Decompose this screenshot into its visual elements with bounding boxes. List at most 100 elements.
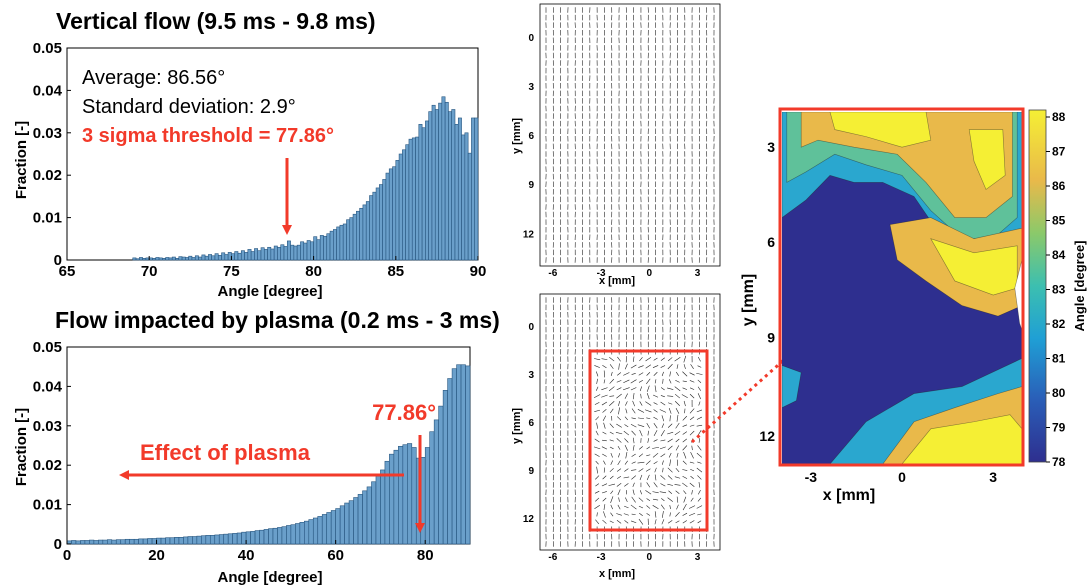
vf2-vector — [674, 484, 681, 486]
vf2-vector — [689, 461, 695, 464]
hist1-bar — [290, 244, 295, 261]
hist1-bar — [395, 160, 400, 261]
hist2-ytick-label: 0.04 — [33, 378, 63, 395]
colorbar-tick-label: 83 — [1052, 283, 1066, 297]
vf2-vector — [609, 468, 614, 473]
hist2-bar — [339, 505, 345, 545]
vf2-vector — [596, 422, 598, 429]
colorbar — [1028, 109, 1047, 463]
vf2-vector — [652, 446, 660, 449]
hist2-bar — [245, 531, 251, 545]
vf2-vector — [690, 364, 694, 369]
hist2-bar — [290, 524, 296, 545]
vf2-vector — [682, 415, 688, 421]
vf2-vector — [625, 497, 628, 502]
vf2-vector — [668, 402, 673, 405]
vf2-vector — [595, 483, 600, 487]
vf2-vector — [617, 372, 622, 376]
vf2-vector — [667, 395, 674, 397]
hist2-ylabel: Fraction [-] — [13, 408, 30, 486]
vf2-vector — [667, 363, 673, 370]
hist1-bar — [250, 251, 255, 261]
vf2-vector — [669, 512, 671, 517]
hist1-bar — [273, 245, 278, 261]
vf2-vector — [596, 466, 598, 474]
hist2-bar — [263, 529, 269, 545]
vf2-vector — [689, 482, 695, 487]
colorbar-tick-label: 84 — [1052, 248, 1066, 262]
vf2-vector — [603, 467, 606, 473]
hist1-bar — [162, 258, 166, 261]
vf2-vector — [631, 469, 637, 471]
vf2-vector — [652, 491, 659, 494]
hist1-bar — [405, 144, 410, 261]
vf2-vector — [667, 497, 673, 502]
hist1-bar — [451, 109, 456, 261]
vf2-vector — [602, 364, 607, 369]
hist1-xtick-label: 80 — [305, 263, 322, 280]
vf2-vector — [667, 438, 673, 443]
hist1-bar — [277, 246, 282, 261]
hist2-bar — [348, 500, 354, 545]
vf2-vector — [668, 452, 672, 458]
vf2-vector — [691, 445, 693, 451]
vf2-vector — [631, 475, 637, 480]
vf2-vector — [675, 468, 680, 473]
hist1-bar — [448, 111, 452, 261]
vf1-ytick-label: 6 — [528, 131, 534, 142]
hist2-bar — [174, 537, 180, 545]
hist1-bar — [260, 247, 265, 261]
vf2-vector — [659, 446, 666, 450]
vf2-vector — [682, 438, 688, 443]
vf1-ytick-label: 12 — [523, 229, 535, 240]
vf2-vector — [638, 468, 644, 472]
colorbar-tick-label: 85 — [1052, 214, 1066, 228]
vf2-xtick-label: -3 — [597, 552, 606, 563]
hist2-bar — [187, 536, 193, 545]
vf2-vector — [616, 513, 622, 516]
vf2-vector — [667, 483, 674, 486]
hist2-bar — [281, 526, 287, 545]
hist2-bar — [111, 539, 117, 545]
hist2-bar — [299, 522, 305, 545]
heatmap-ylabel: y [mm] — [740, 274, 757, 326]
vf2-vector — [683, 364, 686, 369]
vf2-vector — [690, 475, 694, 480]
contour-level — [782, 365, 802, 409]
hist1-bar — [283, 246, 288, 261]
hist1-bar — [356, 210, 360, 261]
hist2-bar — [353, 497, 359, 545]
vf2-vector — [624, 483, 629, 487]
vf2-vector — [616, 438, 622, 443]
vf2-vector — [596, 378, 598, 384]
vf2-vector — [661, 423, 665, 428]
heatmap-ytick-label: 12 — [759, 428, 775, 444]
vf2-vector — [660, 401, 666, 406]
vf2-vector — [660, 387, 665, 391]
vf2-vector — [632, 356, 635, 362]
hist1-bar — [139, 257, 143, 261]
hist1-bar — [342, 223, 347, 261]
vf2-vector — [654, 511, 657, 518]
vf2-vector — [602, 409, 607, 413]
vf2-vector — [682, 371, 688, 377]
vf2-vector — [609, 364, 614, 369]
vf2-vector — [615, 432, 623, 435]
vf2-vector — [603, 504, 606, 510]
vf2-vector — [696, 409, 703, 413]
hist1-bar — [303, 242, 308, 261]
stat-threshold: 3 sigma threshold = 77.86° — [82, 125, 334, 147]
vf2-vector — [646, 423, 651, 429]
vf2-vector — [631, 373, 636, 375]
vf2-vector — [631, 408, 636, 414]
vf2-vector — [594, 453, 600, 457]
hist1-bar — [382, 179, 387, 261]
hist2-bar — [438, 405, 444, 545]
vf2-ytick-label: 12 — [523, 514, 535, 525]
vf2-vector — [683, 451, 687, 459]
heatmap-ytick-label: 6 — [767, 234, 775, 250]
hist2-bar — [357, 494, 363, 545]
vf2-vector — [675, 379, 680, 383]
vf2-vector — [625, 452, 628, 459]
